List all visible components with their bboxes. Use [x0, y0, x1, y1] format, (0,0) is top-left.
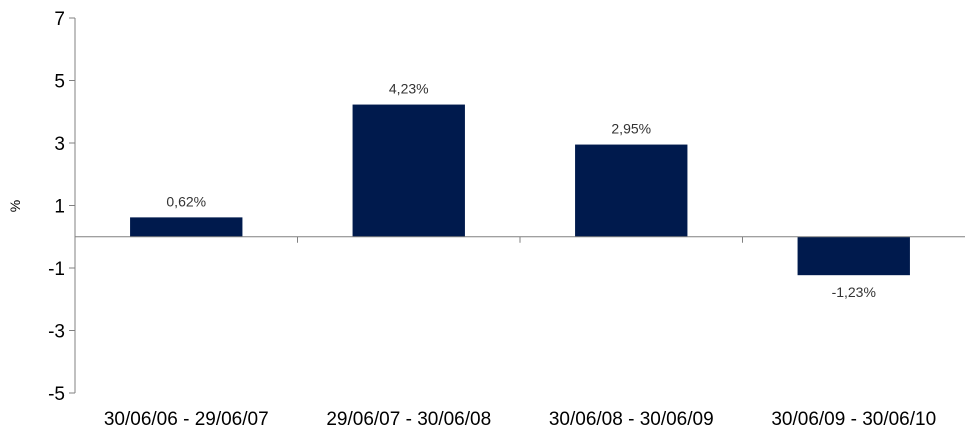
category-label: 30/06/06 - 29/06/07: [104, 409, 269, 430]
bar: [575, 144, 688, 237]
data-label: 2,95%: [611, 121, 651, 137]
data-label: 0,62%: [166, 193, 206, 209]
bar: [352, 104, 465, 237]
y-tick-label: 3: [54, 134, 65, 155]
category-label: 30/06/08 - 30/06/09: [549, 409, 714, 430]
bar: [130, 217, 243, 237]
category-label: 30/06/09 - 30/06/10: [771, 409, 936, 430]
y-tick-label: -5: [48, 384, 65, 405]
y-tick-label: 1: [54, 197, 65, 218]
category-label: 29/06/07 - 30/06/08: [326, 409, 491, 430]
y-tick-label: -3: [48, 322, 65, 343]
y-tick-label: 5: [54, 72, 65, 93]
data-labels: 0,62% 4,23% 2,95% -1,23%: [166, 81, 876, 301]
data-label: -1,23%: [832, 284, 876, 300]
bars: [130, 104, 910, 276]
y-tick-label: -1: [48, 259, 65, 280]
data-label: 4,23%: [389, 81, 429, 97]
y-tick-label: 7: [54, 9, 65, 30]
bar: [797, 236, 910, 276]
x-axis: [75, 236, 965, 243]
y-axis: 7 5 3 1 -1 -3 -5: [48, 9, 76, 405]
y-axis-label: %: [7, 200, 23, 212]
category-labels: 30/06/06 - 29/06/07 29/06/07 - 30/06/08 30…: [104, 409, 936, 430]
